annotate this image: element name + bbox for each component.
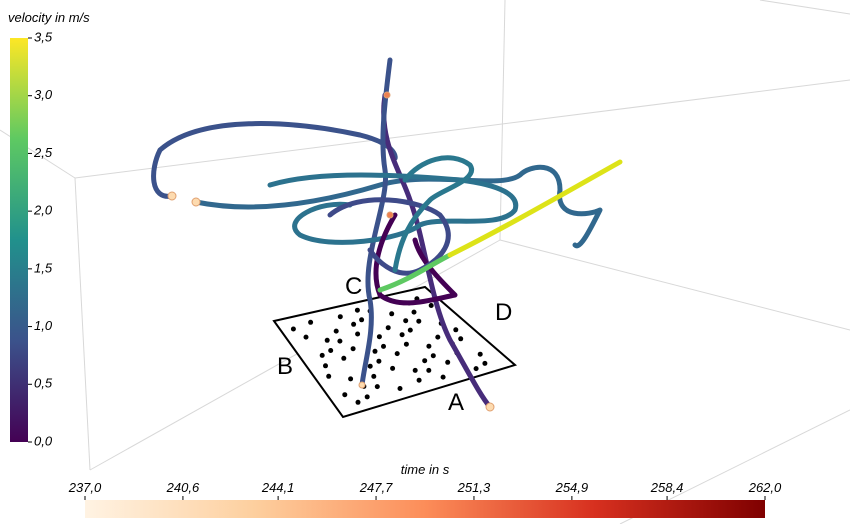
tick-label: 237,0 (68, 480, 102, 495)
dot (381, 343, 386, 349)
tick-label: 0,5 (34, 376, 53, 391)
tick-label: 3,5 (34, 29, 53, 44)
dot (348, 376, 354, 382)
trajectory (447, 159, 623, 258)
time-colorbar (85, 500, 765, 518)
dot (342, 392, 348, 398)
trajectory (392, 155, 474, 273)
trajectory (267, 172, 519, 245)
trajectory (359, 57, 393, 388)
dot (445, 359, 451, 365)
dot (407, 327, 413, 333)
plate (272, 285, 518, 419)
dot (359, 317, 365, 323)
dot (303, 334, 309, 340)
tick-label: 1,0 (34, 318, 53, 333)
dot (323, 363, 328, 369)
dot (422, 358, 428, 364)
velocity-colorbar (10, 38, 28, 442)
plate-label: A (448, 389, 464, 416)
dot (411, 309, 417, 315)
trajectory-starts (167, 91, 495, 412)
dot (372, 348, 378, 354)
plate-label: D (495, 299, 512, 326)
tick-label: 240,6 (166, 480, 200, 495)
tick-label: 244,1 (261, 480, 295, 495)
tick-label: 254,9 (555, 480, 589, 495)
dot (319, 352, 325, 358)
dot (341, 355, 347, 361)
plate-label: C (345, 273, 362, 300)
dot (430, 353, 436, 359)
dot (350, 346, 356, 352)
dot (333, 328, 339, 334)
time-colorbar-title: time in s (401, 462, 450, 477)
dot (390, 365, 396, 371)
dot (385, 325, 391, 331)
dot (367, 363, 373, 369)
dot (453, 327, 459, 333)
plate-label: B (277, 353, 293, 380)
tick-label: 251,3 (457, 480, 491, 495)
plate-labels: A B C D (277, 273, 512, 416)
dot (412, 367, 418, 373)
dot (435, 334, 441, 340)
dot (416, 377, 422, 383)
tick-label: 2,0 (33, 203, 53, 218)
dot (326, 373, 332, 379)
tick-label: 247,7 (359, 480, 393, 495)
tick-label: 258,4 (650, 480, 684, 495)
dot (482, 360, 488, 366)
dot (337, 338, 343, 344)
tick-label: 1,5 (34, 260, 53, 275)
tick-label: 3,0 (34, 87, 53, 102)
dot (416, 318, 422, 324)
dot (290, 326, 296, 332)
dot (371, 373, 377, 379)
tick-label: 2,5 (33, 145, 53, 160)
dot (426, 343, 432, 349)
dot (477, 351, 483, 357)
dot (403, 318, 409, 324)
dot (355, 399, 361, 405)
dot (399, 332, 405, 338)
dot (351, 321, 357, 327)
dot (440, 374, 446, 380)
dot (473, 366, 479, 372)
dot (355, 331, 361, 337)
dot (364, 394, 370, 400)
sensor-dots (290, 296, 488, 405)
tick-label: 0,0 (34, 433, 53, 448)
dot (337, 314, 343, 320)
dot (308, 319, 314, 325)
dot (376, 358, 382, 364)
dot (428, 303, 434, 308)
trajectories (151, 57, 623, 410)
tick-label: 262,0 (748, 480, 782, 495)
trajectory (373, 212, 458, 306)
dot (328, 348, 334, 353)
dot (376, 334, 382, 340)
dot (397, 386, 403, 391)
dot (403, 341, 409, 347)
dot (389, 311, 395, 317)
dot (426, 367, 432, 373)
dot (458, 336, 464, 342)
trajectory (193, 164, 603, 249)
dot (394, 351, 400, 357)
trajectory (377, 252, 453, 293)
dot (374, 384, 380, 390)
dot (354, 307, 360, 313)
velocity-colorbar-title: velocity in m/s (8, 10, 90, 25)
dot (324, 337, 330, 343)
